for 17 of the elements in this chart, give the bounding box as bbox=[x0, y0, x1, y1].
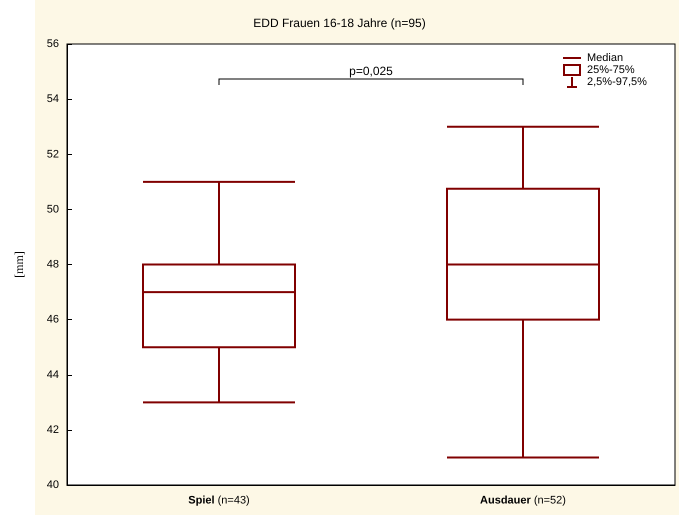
x-tick-label: Spiel (n=43) bbox=[188, 494, 250, 506]
y-tick-label: 42 bbox=[46, 424, 59, 436]
y-tick-label: 46 bbox=[46, 314, 59, 326]
annotation: Median bbox=[587, 52, 624, 64]
y-axis-title: [mm] bbox=[12, 251, 26, 278]
y-tick-label: 48 bbox=[46, 258, 59, 270]
y-tick-label: 50 bbox=[46, 203, 59, 216]
annotation: p=0,025 bbox=[349, 64, 394, 78]
annotation: 2,5%-97,5% bbox=[587, 76, 647, 88]
chart-title: EDD Frauen 16-18 Jahre (n=95) bbox=[253, 16, 426, 30]
y-tick-label: 56 bbox=[46, 38, 59, 50]
y-tick-label: 40 bbox=[46, 479, 59, 491]
x-tick-label: Ausdauer (n=52) bbox=[480, 494, 566, 506]
y-tick-label: 52 bbox=[46, 148, 59, 160]
y-tick-label: 44 bbox=[46, 368, 59, 381]
annotation: 25%-75% bbox=[587, 64, 635, 76]
y-tick-label: 54 bbox=[46, 93, 59, 106]
